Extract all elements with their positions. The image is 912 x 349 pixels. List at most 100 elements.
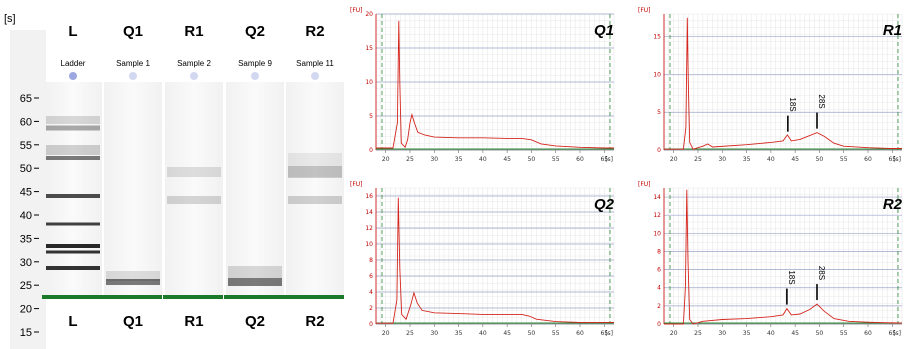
x-tick-label: 55 bbox=[552, 330, 560, 337]
size-tick-label: 25 bbox=[20, 280, 32, 292]
x-tick-label: 65 bbox=[888, 330, 896, 337]
sample-name: Ladder bbox=[61, 59, 86, 68]
y-tick-label: 14 bbox=[653, 194, 661, 201]
trace-line bbox=[376, 20, 614, 149]
x-tick-label: 35 bbox=[455, 156, 463, 163]
x-unit-label: [s] bbox=[893, 330, 901, 337]
electropherogram-r1: [FU] 0 5 10 15 20 25 30 35 40 45 50 55 60 65 [s] 18S 28S… bbox=[636, 4, 908, 170]
electropherogram-r2: [FU] 0 2 4 6 8 10 12 14 20 25 30 35 40 45 50 55 60 65 [s] 1… bbox=[636, 178, 908, 344]
gel-band bbox=[46, 222, 100, 226]
x-tick-label: 30 bbox=[718, 330, 726, 337]
x-tick-label: 60 bbox=[864, 156, 872, 163]
panel-title: R2 bbox=[882, 196, 902, 213]
size-tick-label: 40 bbox=[20, 210, 32, 222]
lower-marker-band bbox=[42, 295, 102, 299]
lane-label-bottom: L bbox=[68, 313, 77, 330]
x-tick-label: 25 bbox=[406, 330, 414, 337]
lane-label-bottom: Q2 bbox=[245, 313, 265, 330]
lane-headers: L L Ladder Q1 Q1 Sample 1 R1 R1 Sample 2 Q2 Q2 Samp… bbox=[61, 23, 335, 330]
sample-name: Sample 2 bbox=[177, 59, 211, 68]
y-tick-label: 6 bbox=[657, 267, 661, 274]
peak-label: 28S bbox=[817, 94, 826, 108]
lane-q2 bbox=[226, 82, 284, 298]
y-tick-label: 6 bbox=[369, 273, 373, 280]
sample-well-dot bbox=[251, 72, 259, 80]
y-tick-label: 10 bbox=[365, 79, 373, 86]
sample-name: Sample 11 bbox=[296, 59, 334, 68]
y-tick-label: 0 bbox=[369, 147, 373, 154]
x-tick-label: 30 bbox=[718, 156, 726, 163]
panel-title: Q2 bbox=[593, 196, 614, 213]
y-tick-label: 4 bbox=[369, 289, 373, 296]
gel-band bbox=[288, 196, 342, 204]
x-tick-label: 30 bbox=[430, 156, 438, 163]
x-tick-label: 45 bbox=[503, 330, 511, 337]
y-tick-label: 0 bbox=[657, 147, 661, 154]
x-tick-label: 55 bbox=[552, 156, 560, 163]
y-tick-label: 0 bbox=[657, 321, 661, 328]
x-tick-label: 30 bbox=[430, 330, 438, 337]
sample-name: Sample 1 bbox=[116, 59, 150, 68]
gel-band bbox=[46, 244, 100, 248]
x-tick-label: 35 bbox=[743, 156, 751, 163]
x-tick-label: 35 bbox=[455, 330, 463, 337]
lane-label-top: R2 bbox=[305, 23, 324, 40]
electropherogram-chart: 0 5 10 15 20 25 30 35 40 45 50 55 60 65[s] 18S 28S bbox=[653, 13, 903, 163]
x-tick-label: 40 bbox=[767, 156, 775, 163]
electropherogram-q2: [FU] 0 2 4 6 8 10 12 14 16 20 25 30 35 40 45 50 55 60 65 [s… bbox=[348, 178, 620, 344]
y-tick-label: 4 bbox=[657, 285, 661, 292]
electropherogram-q1: [FU] 0 5 10 15 20 20 25 30 35 40 45 50 55 60 65 [s] Q1 bbox=[348, 4, 620, 170]
lane-label-bottom: R1 bbox=[184, 313, 203, 330]
y-tick-label: 10 bbox=[653, 230, 661, 237]
size-tick-label: 45 bbox=[20, 187, 32, 199]
lane-label-top: Q1 bbox=[123, 23, 143, 40]
lane-label-bottom: Q1 bbox=[123, 313, 143, 330]
x-tick-label: 50 bbox=[528, 156, 536, 163]
x-tick-label: 40 bbox=[767, 330, 775, 337]
x-tick-label: 25 bbox=[406, 156, 414, 163]
lane-r1 bbox=[165, 82, 223, 298]
y-tick-label: 15 bbox=[653, 34, 661, 41]
x-tick-label: 50 bbox=[816, 156, 824, 163]
x-unit-label: [s] bbox=[893, 156, 901, 163]
x-tick-label: 40 bbox=[479, 156, 487, 163]
size-tick-label: 15 bbox=[20, 327, 32, 339]
y-tick-label: 12 bbox=[653, 212, 661, 219]
x-tick-label: 60 bbox=[864, 330, 872, 337]
gel-image: [s] 65 60 55 50 45 40 35 30 25 20 15 L L Ladder Q1 Q1 S… bbox=[0, 0, 346, 349]
peak-label: 18S bbox=[787, 270, 796, 284]
trace-line bbox=[664, 189, 903, 325]
x-tick-label: 65 bbox=[888, 156, 896, 163]
sample-name: Sample 9 bbox=[238, 59, 272, 68]
trace-line bbox=[376, 197, 614, 324]
size-tick-label: 30 bbox=[20, 257, 32, 269]
gel-band bbox=[46, 266, 100, 270]
size-tick-label: 35 bbox=[20, 233, 32, 245]
gel-band bbox=[46, 116, 100, 124]
y-tick-label: 0 bbox=[369, 321, 373, 328]
lane-q1 bbox=[104, 82, 162, 298]
lane-label-top: L bbox=[68, 23, 77, 40]
gel-band bbox=[288, 153, 342, 177]
x-tick-label: 50 bbox=[528, 330, 536, 337]
electropherogram-chart: 0 5 10 15 20 20 25 30 35 40 45 50 55 60 65[s] bbox=[365, 11, 615, 163]
electropherogram-chart: 0 2 4 6 8 10 12 14 16 20 25 30 35 40 45 50 55 60 65[s] bbox=[365, 187, 615, 337]
x-tick-label: 60 bbox=[576, 156, 584, 163]
ladder-bands bbox=[42, 116, 344, 299]
gel-band bbox=[167, 196, 221, 204]
x-tick-label: 65 bbox=[600, 156, 608, 163]
lane-l bbox=[44, 82, 102, 298]
y-tick-label: 10 bbox=[365, 241, 373, 248]
gel-band bbox=[288, 166, 342, 178]
panel-title: Q1 bbox=[593, 22, 614, 39]
x-tick-label: 55 bbox=[840, 330, 848, 337]
gel-band bbox=[46, 125, 100, 131]
gel-band bbox=[228, 266, 282, 278]
gel-band bbox=[46, 194, 100, 198]
y-tick-label: 10 bbox=[653, 71, 661, 78]
panel-title: R1 bbox=[882, 22, 902, 39]
y-tick-label: 2 bbox=[657, 303, 661, 310]
x-tick-label: 20 bbox=[670, 330, 678, 337]
x-tick-label: 60 bbox=[576, 330, 584, 337]
lane-r2 bbox=[286, 82, 344, 298]
